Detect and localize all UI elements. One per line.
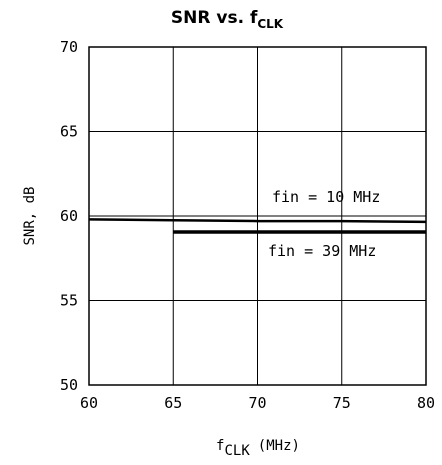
series-group (88, 218, 427, 234)
chart-title: SNR vs. fCLK (171, 8, 284, 31)
y-tick-label-55: 55 (60, 292, 78, 310)
y-tick-label-50: 50 (60, 376, 78, 394)
x-axis-label: fCLK (MHz) (216, 438, 300, 459)
y-axis-label: SNR, dB (22, 186, 38, 245)
x-tick-label-60: 60 (80, 394, 98, 412)
x-tick-label-80: 80 (417, 394, 435, 412)
series-label-fin-10mhz: fin = 10 MHz (272, 188, 380, 206)
chart-title-sub: CLK (257, 17, 283, 31)
x-axis-label-sub: CLK (224, 443, 250, 459)
y-tick-labels: 50 55 60 65 70 (60, 38, 78, 394)
grid (89, 47, 426, 385)
chart-title-main: SNR vs. f (171, 8, 258, 28)
y-tick-label-65: 65 (60, 123, 78, 141)
x-tick-label-65: 65 (164, 394, 182, 412)
plot-frame (88, 46, 427, 386)
x-tick-label-70: 70 (248, 394, 266, 412)
y-tick-label-70: 70 (60, 38, 78, 56)
series-line-0 (88, 218, 427, 224)
x-axis-label-main: f (216, 438, 224, 454)
x-tick-labels: 60 65 70 75 80 (80, 394, 435, 412)
series-label-fin-39mhz: fin = 39 MHz (268, 242, 376, 260)
x-axis-label-unit: (MHz) (258, 438, 300, 454)
x-tick-label-75: 75 (333, 394, 351, 412)
y-tick-label-60: 60 (60, 207, 78, 225)
